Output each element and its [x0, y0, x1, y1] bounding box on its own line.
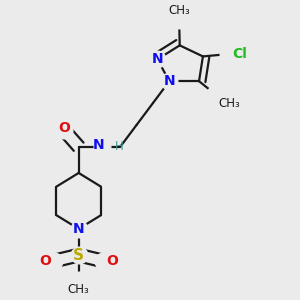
Text: CH₃: CH₃: [218, 97, 240, 110]
Text: O: O: [58, 122, 70, 135]
Text: N: N: [73, 222, 85, 236]
Text: N: N: [152, 52, 163, 66]
Text: CH₃: CH₃: [168, 4, 190, 17]
Text: S: S: [73, 248, 84, 262]
Text: Cl: Cl: [232, 47, 247, 61]
Text: CH₃: CH₃: [68, 283, 89, 296]
Text: O: O: [39, 254, 51, 268]
Text: N: N: [92, 138, 104, 152]
Text: N: N: [164, 74, 175, 88]
Text: O: O: [106, 254, 118, 268]
Text: H: H: [115, 140, 124, 153]
